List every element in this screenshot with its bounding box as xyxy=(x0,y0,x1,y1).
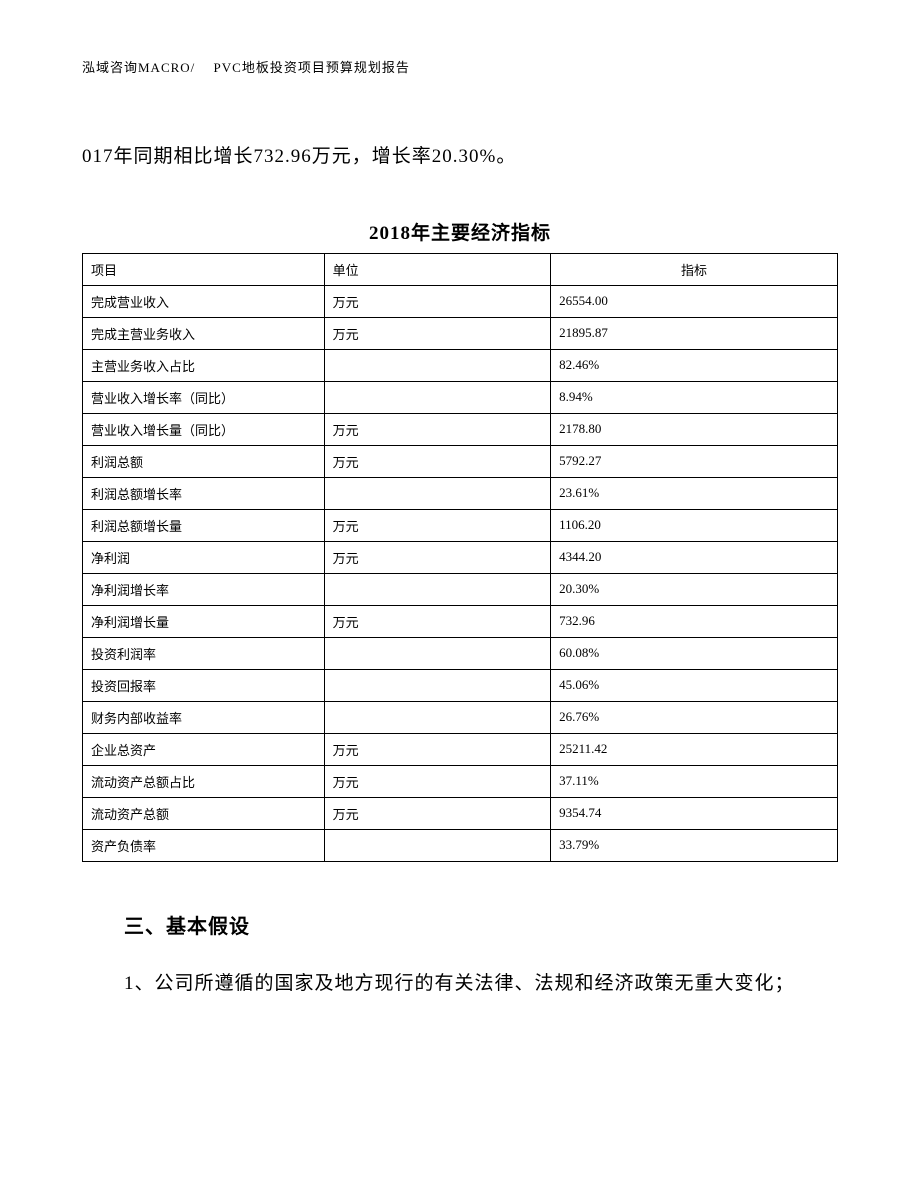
page-header: 泓域咨询MACRO/ PVC地板投资项目预算规划报告 xyxy=(82,57,838,76)
table-cell: 万元 xyxy=(324,413,551,445)
table-cell: 2178.80 xyxy=(551,413,838,445)
table-cell: 利润总额增长率 xyxy=(83,477,325,509)
table-row: 流动资产总额万元9354.74 xyxy=(83,797,838,829)
table-cell: 万元 xyxy=(324,765,551,797)
table-row: 利润总额增长率 23.61% xyxy=(83,477,838,509)
table-row: 完成主营业务收入万元21895.87 xyxy=(83,317,838,349)
col-header-unit: 单位 xyxy=(324,253,551,285)
table-cell: 33.79% xyxy=(551,829,838,861)
table-cell: 8.94% xyxy=(551,381,838,413)
table-title: 2018年主要经济指标 xyxy=(82,218,838,245)
table-row: 利润总额万元5792.27 xyxy=(83,445,838,477)
table-cell: 23.61% xyxy=(551,477,838,509)
table-cell: 利润总额 xyxy=(83,445,325,477)
table-cell: 营业收入增长率（同比） xyxy=(83,381,325,413)
table-cell: 资产负债率 xyxy=(83,829,325,861)
table-cell: 9354.74 xyxy=(551,797,838,829)
intro-paragraph: 017年同期相比增长732.96万元，增长率20.30%。 xyxy=(82,136,838,178)
table-cell xyxy=(324,477,551,509)
table-cell: 26554.00 xyxy=(551,285,838,317)
assumption-paragraph: 1、公司所遵循的国家及地方现行的有关法律、法规和经济政策无重大变化； xyxy=(82,961,838,1007)
table-cell: 万元 xyxy=(324,509,551,541)
col-header-indicator: 指标 xyxy=(551,253,838,285)
table-cell xyxy=(324,349,551,381)
table-cell xyxy=(324,573,551,605)
table-cell xyxy=(324,701,551,733)
table-cell: 5792.27 xyxy=(551,445,838,477)
table-row: 净利润增长率 20.30% xyxy=(83,573,838,605)
table-row: 主营业务收入占比 82.46% xyxy=(83,349,838,381)
economic-indicators-table: 项目 单位 指标 完成营业收入万元26554.00完成主营业务收入万元21895… xyxy=(82,253,838,862)
table-cell: 净利润增长量 xyxy=(83,605,325,637)
table-row: 资产负债率 33.79% xyxy=(83,829,838,861)
table-cell: 60.08% xyxy=(551,637,838,669)
table-cell: 82.46% xyxy=(551,349,838,381)
table-cell: 45.06% xyxy=(551,669,838,701)
table-header-row: 项目 单位 指标 xyxy=(83,253,838,285)
table-cell: 万元 xyxy=(324,285,551,317)
table-cell: 万元 xyxy=(324,605,551,637)
table-row: 投资利润率 60.08% xyxy=(83,637,838,669)
table-row: 财务内部收益率 26.76% xyxy=(83,701,838,733)
table-row: 流动资产总额占比万元37.11% xyxy=(83,765,838,797)
table-cell: 25211.42 xyxy=(551,733,838,765)
table-cell: 4344.20 xyxy=(551,541,838,573)
col-header-item: 项目 xyxy=(83,253,325,285)
table-cell: 主营业务收入占比 xyxy=(83,349,325,381)
table-cell: 企业总资产 xyxy=(83,733,325,765)
table-cell: 完成主营业务收入 xyxy=(83,317,325,349)
table-cell: 流动资产总额占比 xyxy=(83,765,325,797)
table-cell xyxy=(324,669,551,701)
table-cell: 1106.20 xyxy=(551,509,838,541)
table-cell: 26.76% xyxy=(551,701,838,733)
table-cell: 投资利润率 xyxy=(83,637,325,669)
table-cell: 营业收入增长量（同比） xyxy=(83,413,325,445)
table-cell: 利润总额增长量 xyxy=(83,509,325,541)
table-row: 净利润增长量万元732.96 xyxy=(83,605,838,637)
table-cell: 流动资产总额 xyxy=(83,797,325,829)
table-cell: 20.30% xyxy=(551,573,838,605)
table-row: 营业收入增长率（同比） 8.94% xyxy=(83,381,838,413)
table-cell: 万元 xyxy=(324,317,551,349)
table-cell: 净利润 xyxy=(83,541,325,573)
table-cell: 万元 xyxy=(324,541,551,573)
table-cell: 财务内部收益率 xyxy=(83,701,325,733)
table-row: 投资回报率 45.06% xyxy=(83,669,838,701)
table-cell: 净利润增长率 xyxy=(83,573,325,605)
table-row: 营业收入增长量（同比）万元2178.80 xyxy=(83,413,838,445)
table-cell xyxy=(324,829,551,861)
table-row: 企业总资产万元25211.42 xyxy=(83,733,838,765)
table-cell: 投资回报率 xyxy=(83,669,325,701)
table-cell: 732.96 xyxy=(551,605,838,637)
table-cell xyxy=(324,381,551,413)
table-row: 利润总额增长量万元1106.20 xyxy=(83,509,838,541)
table-cell: 完成营业收入 xyxy=(83,285,325,317)
table-cell: 万元 xyxy=(324,797,551,829)
table-cell xyxy=(324,637,551,669)
table-row: 净利润万元4344.20 xyxy=(83,541,838,573)
table-cell: 万元 xyxy=(324,445,551,477)
table-cell: 37.11% xyxy=(551,765,838,797)
table-cell: 21895.87 xyxy=(551,317,838,349)
section-heading: 三、基本假设 xyxy=(124,910,838,939)
table-row: 完成营业收入万元26554.00 xyxy=(83,285,838,317)
table-cell: 万元 xyxy=(324,733,551,765)
